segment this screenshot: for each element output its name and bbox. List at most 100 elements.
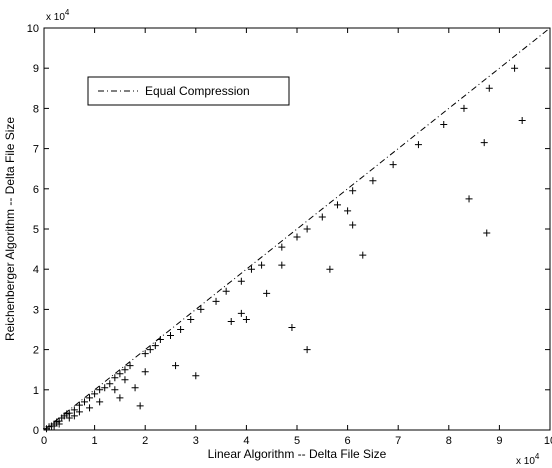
y-tick-label: 8 xyxy=(33,103,39,115)
data-point xyxy=(75,408,83,416)
data-point xyxy=(55,420,63,428)
data-point xyxy=(111,386,119,394)
legend: Equal Compression xyxy=(87,76,290,106)
data-point xyxy=(293,233,301,241)
data-point xyxy=(116,394,124,402)
data-point xyxy=(86,394,94,402)
data-point xyxy=(485,84,493,92)
data-point xyxy=(126,362,134,370)
y-tick-label: 5 xyxy=(33,224,39,236)
data-point xyxy=(258,261,266,269)
data-point xyxy=(359,251,367,259)
y-axis-label: Reichenberger Algorithm -- Delta File Si… xyxy=(3,117,17,341)
y-multiplier: x 104 xyxy=(46,8,70,23)
x-tick-label: 1 xyxy=(92,435,98,447)
data-point xyxy=(227,317,235,325)
data-point xyxy=(480,139,488,147)
data-point xyxy=(278,261,286,269)
x-axis-label: Linear Algorithm -- Delta File Size xyxy=(208,447,387,461)
data-point xyxy=(288,323,296,331)
y-tick-label: 10 xyxy=(27,23,39,35)
y-tick-label: 4 xyxy=(33,264,39,276)
data-point xyxy=(91,390,99,398)
x-tick-label: 3 xyxy=(193,435,199,447)
data-point xyxy=(518,116,526,124)
legend-box xyxy=(87,76,290,106)
data-point xyxy=(344,207,352,215)
data-point xyxy=(318,213,326,221)
data-point xyxy=(187,315,195,323)
data-point xyxy=(156,336,164,344)
data-point xyxy=(121,376,129,384)
data-point xyxy=(141,350,149,358)
data-point xyxy=(131,384,139,392)
legend-label: Equal Compression xyxy=(145,84,250,98)
data-point xyxy=(192,372,200,380)
y-tick-label: 2 xyxy=(33,345,39,357)
data-point xyxy=(303,225,311,233)
data-point xyxy=(111,374,119,382)
data-point xyxy=(349,221,357,229)
x-tick-label: 2 xyxy=(142,435,148,447)
data-point xyxy=(136,402,144,410)
data-point xyxy=(167,332,174,340)
y-tick-label: 6 xyxy=(33,184,39,196)
data-point xyxy=(247,265,255,273)
data-point xyxy=(460,104,468,112)
data-point xyxy=(96,386,104,394)
data-point xyxy=(65,414,73,422)
data-point xyxy=(141,368,149,376)
data-point xyxy=(237,277,245,285)
y-tick-label: 0 xyxy=(33,425,39,437)
x-tick-label: 5 xyxy=(294,435,300,447)
axis-ticks xyxy=(43,27,551,431)
data-point xyxy=(333,201,341,209)
data-point xyxy=(101,384,109,392)
y-tick-labels: 0 1 2 3 4 5 6 7 8 9 10 xyxy=(27,23,39,437)
x-tick-label: 9 xyxy=(496,435,502,447)
data-point xyxy=(116,370,124,378)
y-tick-label: 7 xyxy=(33,144,39,156)
data-point xyxy=(389,161,397,169)
data-point xyxy=(177,326,185,333)
data-point xyxy=(237,309,245,317)
data-point xyxy=(106,380,114,388)
data-point xyxy=(511,64,519,72)
x-tick-label: 0 xyxy=(41,435,47,447)
y-tick-label: 9 xyxy=(33,63,39,75)
data-point xyxy=(369,177,377,185)
data-point xyxy=(146,346,154,354)
data-point xyxy=(278,243,286,251)
data-point xyxy=(326,265,334,273)
data-point xyxy=(222,287,230,295)
data-point xyxy=(483,229,491,237)
data-points xyxy=(43,64,526,433)
data-point xyxy=(242,315,250,323)
x-tick-label: 7 xyxy=(395,435,401,447)
equal-compression-line xyxy=(43,27,551,431)
data-point xyxy=(121,366,129,374)
x-tick-label: 4 xyxy=(243,435,249,447)
data-point xyxy=(263,289,271,297)
data-point xyxy=(50,422,58,430)
y-tick-label: 1 xyxy=(33,385,39,397)
x-tick-label: 6 xyxy=(345,435,351,447)
data-point xyxy=(349,187,357,195)
data-point xyxy=(80,398,88,406)
x-tick-label: 10 xyxy=(544,435,552,447)
data-point xyxy=(414,141,422,149)
data-point xyxy=(70,412,78,420)
x-tick-label: 8 xyxy=(446,435,452,447)
data-point xyxy=(303,346,311,354)
data-point xyxy=(151,342,159,350)
x-tick-labels: 0 1 2 3 4 5 6 7 8 9 10 xyxy=(41,435,552,447)
data-point xyxy=(96,398,104,406)
y-tick-label: 3 xyxy=(33,304,39,316)
data-point xyxy=(172,362,180,370)
data-point xyxy=(197,305,205,313)
data-point xyxy=(86,404,94,412)
data-point xyxy=(440,120,448,128)
data-point xyxy=(75,401,83,409)
data-point xyxy=(212,297,220,305)
